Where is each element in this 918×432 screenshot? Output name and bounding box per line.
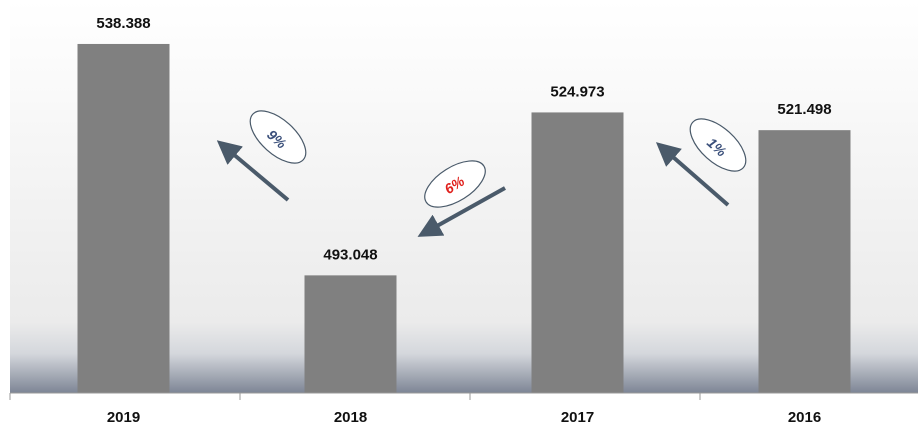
value-label: 521.498: [777, 101, 831, 118]
bar: [531, 112, 624, 393]
annotation-6: 6%: [417, 160, 506, 237]
bar: [758, 130, 851, 394]
x-tick-label: 2017: [561, 409, 594, 426]
annotation-1: 1%: [655, 118, 747, 207]
value-label: 524.973: [550, 83, 604, 100]
x-tick-label: 2018: [334, 409, 367, 426]
bar: [304, 275, 397, 393]
category-separators: [9, 393, 701, 400]
annotation-9: 9%: [216, 110, 307, 202]
value-label: 538.388: [96, 15, 150, 32]
value-label: 493.048: [323, 246, 377, 263]
bar: [77, 43, 170, 394]
x-tick-label: 2016: [788, 409, 821, 426]
bars: [77, 43, 851, 394]
x-tick-label: 2019: [107, 409, 140, 426]
